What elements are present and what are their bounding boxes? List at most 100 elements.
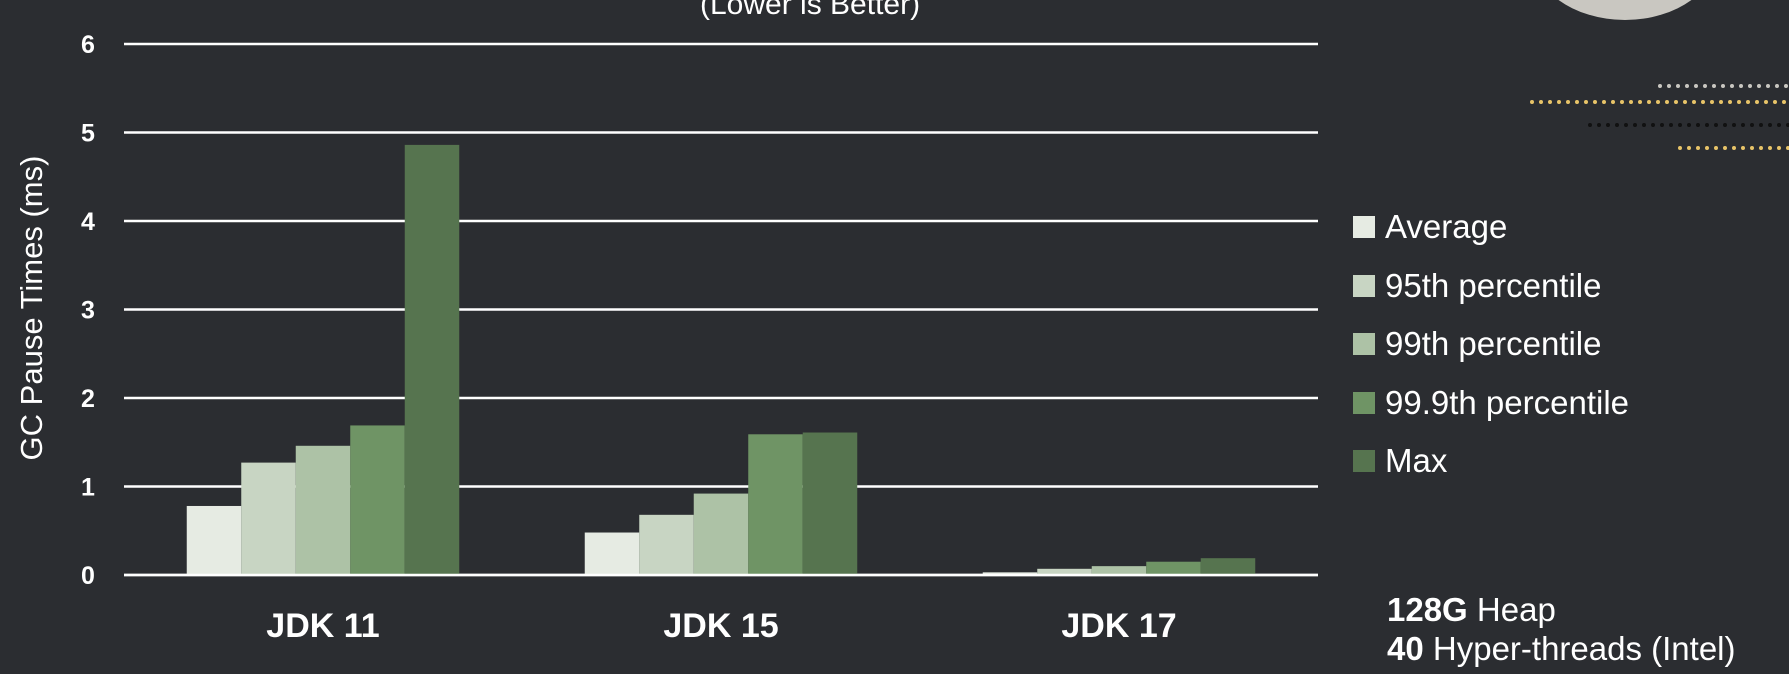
y-tick-label: 4	[81, 208, 95, 236]
decorative-dot	[1748, 84, 1752, 88]
decorative-dot	[1737, 100, 1741, 104]
decorative-dot	[1732, 123, 1736, 127]
decorative-dot	[1741, 123, 1745, 127]
decorative-dot	[1530, 100, 1534, 104]
bar	[186, 505, 242, 575]
legend-label: 99th percentile	[1385, 325, 1602, 363]
decorative-dot	[1642, 123, 1646, 127]
decorative-dot	[1647, 100, 1651, 104]
decorative-dot	[1557, 100, 1561, 104]
decorative-dot	[1712, 84, 1716, 88]
decorative-dot	[1723, 123, 1727, 127]
chart-legend: Average 95th percentile 99th percentile …	[1353, 198, 1629, 491]
decorative-dot	[1660, 123, 1664, 127]
decorative-dot	[1620, 100, 1624, 104]
heap-value: 128G	[1387, 591, 1468, 628]
decorative-dot	[1759, 146, 1763, 150]
decorative-dot	[1566, 100, 1570, 104]
decorative-dot	[1719, 100, 1723, 104]
decorative-dot	[1615, 123, 1619, 127]
decorative-dot	[1750, 146, 1754, 150]
decorative-dot	[1696, 123, 1700, 127]
decorative-dot	[1678, 146, 1682, 150]
decorative-dot	[1638, 100, 1642, 104]
decorative-dot	[1786, 146, 1789, 150]
bar	[982, 572, 1038, 575]
decorative-dot	[1750, 123, 1754, 127]
decorative-dot	[1764, 100, 1768, 104]
legend-swatch	[1353, 333, 1375, 356]
decorative-circle	[1530, 0, 1720, 20]
decorative-dot	[1692, 100, 1696, 104]
decorative-dot	[1658, 84, 1662, 88]
decorative-dot	[1766, 84, 1770, 88]
decorative-dot	[1584, 100, 1588, 104]
y-tick-label: 0	[81, 562, 95, 590]
decorative-dot	[1703, 84, 1707, 88]
y-tick-label: 1	[81, 474, 95, 502]
heap-label: Heap	[1467, 591, 1556, 628]
bar	[350, 425, 405, 575]
decorative-dot	[1575, 100, 1579, 104]
bar-chart: 0 1 2 3 4 5 6 JDK 11 JDK 15 JDK 17	[81, 31, 1318, 645]
decorative-dot	[1611, 100, 1615, 104]
decorative-dot	[1768, 123, 1772, 127]
chart-subtitle: (Lower is Better)	[700, 0, 921, 21]
legend-label: 95th percentile	[1385, 266, 1602, 304]
decorative-dot	[1548, 100, 1552, 104]
bar	[1037, 568, 1092, 575]
decorative-dot	[1656, 100, 1660, 104]
decorative-dot	[1606, 123, 1610, 127]
decorative-dot	[1633, 123, 1637, 127]
hardware-footnote: 128G Heap 40 Hyper-threads (Intel)	[1387, 590, 1736, 668]
bar	[693, 493, 749, 575]
legend-label: Average	[1385, 208, 1508, 246]
threads-line: 40 Hyper-threads (Intel)	[1387, 629, 1736, 668]
bar	[584, 532, 640, 575]
decorative-dot	[1759, 123, 1763, 127]
decorative-dot	[1667, 84, 1671, 88]
y-tick-label: 6	[81, 31, 95, 59]
decorative-dot	[1705, 146, 1709, 150]
decorative-dot	[1676, 84, 1680, 88]
decorative-dot	[1665, 100, 1669, 104]
decorative-dot	[1730, 84, 1734, 88]
decorative-dot	[1597, 123, 1601, 127]
decorative-dot	[1732, 146, 1736, 150]
decorative-dot	[1768, 146, 1772, 150]
decorative-dot	[1701, 100, 1705, 104]
bar	[1146, 561, 1201, 575]
legend-swatch	[1353, 216, 1375, 239]
decorative-dot	[1746, 100, 1750, 104]
legend-swatch	[1353, 391, 1375, 414]
bar	[748, 434, 803, 575]
decorative-dot	[1723, 146, 1727, 150]
decorative-dot	[1629, 100, 1633, 104]
decorative-dot	[1782, 100, 1786, 104]
decorative-dot	[1602, 100, 1606, 104]
decorative-dot	[1757, 84, 1761, 88]
decorative-dot	[1773, 100, 1777, 104]
decorative-dot	[1755, 100, 1759, 104]
y-tick-label: 3	[81, 297, 95, 325]
decorative-dot	[1685, 84, 1689, 88]
decorative-dot	[1786, 123, 1789, 127]
y-tick-label: 5	[81, 120, 95, 148]
decorative-dot	[1687, 146, 1691, 150]
decorative-dot	[1714, 146, 1718, 150]
threads-value: 40	[1387, 630, 1424, 667]
legend-item-average: Average	[1353, 198, 1629, 257]
decorative-dot	[1705, 123, 1709, 127]
legend-label: Max	[1385, 442, 1448, 480]
decorative-dot	[1784, 84, 1788, 88]
decorative-dot	[1694, 84, 1698, 88]
bar	[295, 445, 351, 575]
bar	[404, 144, 460, 575]
decorative-dot	[1678, 123, 1682, 127]
bar	[639, 514, 694, 575]
legend-label: 99.9th percentile	[1385, 383, 1630, 421]
decorative-dot	[1674, 100, 1678, 104]
decorative-dot	[1683, 100, 1687, 104]
x-tick-label: JDK 17	[1061, 607, 1176, 645]
bar	[1200, 558, 1256, 575]
